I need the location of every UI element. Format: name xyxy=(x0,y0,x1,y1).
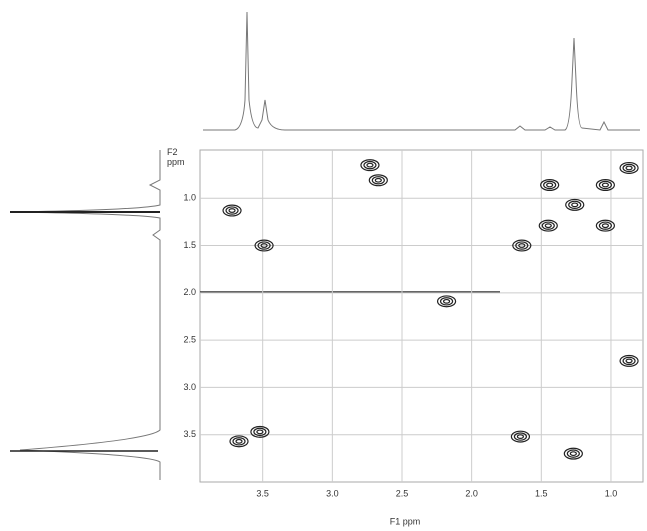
y-tick-label: 1.0 xyxy=(183,193,196,203)
cross-peak xyxy=(619,161,639,174)
cross-peak xyxy=(254,239,274,252)
contour xyxy=(442,298,451,304)
contour xyxy=(541,221,555,230)
contour xyxy=(622,163,636,173)
cross-peak xyxy=(563,447,583,460)
contour xyxy=(571,202,579,208)
contour xyxy=(568,200,582,210)
cross-peak xyxy=(510,430,531,443)
contour xyxy=(601,182,609,188)
y-tick-label: 2.5 xyxy=(183,334,196,344)
contour xyxy=(598,221,612,230)
cross-peak xyxy=(222,204,242,217)
contour xyxy=(619,161,639,174)
cross-peak xyxy=(540,178,560,191)
contour xyxy=(538,219,558,232)
cross-peak xyxy=(595,219,615,232)
contour xyxy=(543,180,557,190)
plot-frame xyxy=(199,149,644,483)
contour xyxy=(368,174,388,187)
contour xyxy=(622,356,636,366)
x-tick-label: 3.5 xyxy=(256,488,269,498)
x-tick-label: 1.0 xyxy=(605,488,618,498)
contour xyxy=(374,177,382,183)
contour xyxy=(544,223,552,229)
y-axis-label: F2 ppm xyxy=(167,147,185,167)
cross-peak xyxy=(538,219,558,232)
contour xyxy=(250,425,270,438)
x-tick-label: 2.0 xyxy=(465,488,478,498)
contour xyxy=(225,206,239,215)
y-tick-label: 3.0 xyxy=(183,382,196,392)
cross-peak xyxy=(368,174,388,187)
y-tick-label: 2.0 xyxy=(183,287,196,297)
contour xyxy=(232,437,246,446)
y-tick-label: 3.5 xyxy=(183,429,196,439)
contour xyxy=(228,208,236,213)
contour xyxy=(515,241,529,250)
contour xyxy=(518,243,526,248)
contour xyxy=(619,354,639,367)
f2-projection xyxy=(9,150,161,480)
contour xyxy=(566,449,580,458)
contour xyxy=(625,165,633,171)
contour xyxy=(546,182,554,188)
contour xyxy=(540,178,560,191)
contour xyxy=(256,429,264,435)
contour xyxy=(516,434,525,439)
contour xyxy=(360,159,380,172)
f1-projection xyxy=(203,11,640,131)
x-axis-label: F1 ppm xyxy=(390,516,421,526)
cross-peak xyxy=(565,198,585,211)
contour xyxy=(366,162,374,168)
x-tick-label: 2.5 xyxy=(396,488,409,498)
cross-peak xyxy=(250,425,270,438)
cross-peak xyxy=(619,354,639,367)
contour xyxy=(436,295,457,308)
x-tick-label: 3.0 xyxy=(326,488,339,498)
cross-peak xyxy=(360,159,380,172)
y-tick-label: 1.5 xyxy=(183,240,196,250)
x-tick-label: 1.5 xyxy=(535,488,548,498)
contour xyxy=(363,160,377,170)
contour xyxy=(229,435,249,448)
contour xyxy=(257,241,271,250)
contour xyxy=(222,204,242,217)
contour xyxy=(235,438,243,444)
contour xyxy=(601,223,609,229)
cross-peak xyxy=(229,435,249,448)
contour xyxy=(595,178,615,191)
contour xyxy=(598,180,612,190)
cross-peak xyxy=(512,239,532,252)
contour xyxy=(254,239,274,252)
contour xyxy=(439,297,454,306)
cross-peak xyxy=(436,295,457,308)
contour xyxy=(569,451,577,457)
contour xyxy=(513,432,528,441)
contour xyxy=(510,430,531,443)
contour xyxy=(371,176,385,185)
contour xyxy=(595,219,615,232)
cross-peak xyxy=(595,178,615,191)
contour xyxy=(512,239,532,252)
contour xyxy=(565,198,585,211)
contour xyxy=(253,427,267,437)
contour xyxy=(260,243,268,248)
contour xyxy=(625,358,633,364)
contour xyxy=(563,447,583,460)
